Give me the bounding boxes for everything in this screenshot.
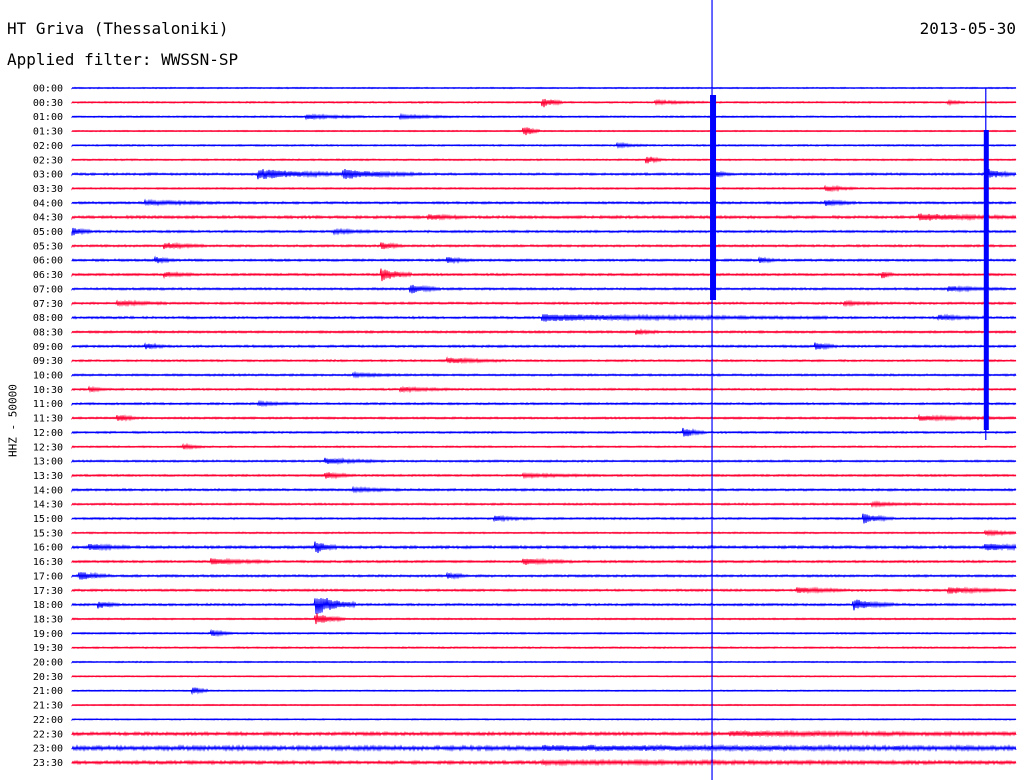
time-label: 11:30 <box>33 414 63 425</box>
time-label: 02:00 <box>33 141 63 152</box>
time-label: 05:30 <box>33 241 63 252</box>
event-spike <box>983 88 989 440</box>
trace-row <box>71 598 1017 614</box>
time-label: 08:30 <box>33 327 63 338</box>
time-label: 20:00 <box>33 658 63 669</box>
filter-label: Applied filter: WWSSN-SP <box>7 50 239 69</box>
time-label-group: 00:00 00:30 01:00 01:30 02:00 02:30 03:00 03:30… <box>33 84 63 769</box>
time-label: 15:30 <box>33 528 63 539</box>
time-label: 19:00 <box>33 629 63 640</box>
time-label: 14:30 <box>33 500 63 511</box>
time-label: 16:30 <box>33 557 63 568</box>
time-label: 15:00 <box>33 514 63 525</box>
time-label: 08:00 <box>33 313 63 324</box>
time-label: 07:00 <box>33 284 63 295</box>
time-label: 00:30 <box>33 98 63 109</box>
time-label: 02:30 <box>33 155 63 166</box>
time-label: 20:30 <box>33 672 63 683</box>
event-spike <box>710 0 717 780</box>
time-label: 07:30 <box>33 299 63 310</box>
time-label: 11:00 <box>33 399 63 410</box>
time-label: 06:00 <box>33 256 63 267</box>
time-label: 23:00 <box>33 744 63 755</box>
station-title: HT Griva (Thessaloniki) <box>7 19 229 38</box>
time-label: 18:00 <box>33 600 63 611</box>
time-label: 21:00 <box>33 686 63 697</box>
time-label: 00:00 <box>33 84 63 95</box>
time-label: 22:30 <box>33 729 63 740</box>
time-label: 13:30 <box>33 471 63 482</box>
time-label: 04:00 <box>33 198 63 209</box>
time-label: 14:00 <box>33 485 63 496</box>
time-label: 17:00 <box>33 571 63 582</box>
time-label: 12:30 <box>33 442 63 453</box>
time-label: 09:30 <box>33 356 63 367</box>
time-label: 09:00 <box>33 342 63 353</box>
time-label: 18:30 <box>33 614 63 625</box>
time-label: 03:30 <box>33 184 63 195</box>
time-label: 06:30 <box>33 270 63 281</box>
trace-row <box>71 98 1017 108</box>
time-label: 23:30 <box>33 758 63 769</box>
time-label: 21:30 <box>33 701 63 712</box>
time-label: 01:00 <box>33 112 63 123</box>
time-label: 05:00 <box>33 227 63 238</box>
time-label: 04:30 <box>33 213 63 224</box>
time-label: 16:00 <box>33 543 63 554</box>
time-label: 01:30 <box>33 127 63 138</box>
time-label: 17:30 <box>33 586 63 597</box>
trace-group <box>71 0 1017 780</box>
time-label: 03:00 <box>33 170 63 181</box>
time-label: 22:00 <box>33 715 63 726</box>
time-label: 10:00 <box>33 371 63 382</box>
time-label: 10:30 <box>33 385 63 396</box>
time-label: 12:00 <box>33 428 63 439</box>
date-label: 2013-05-30 <box>919 19 1016 38</box>
time-label: 19:30 <box>33 643 63 654</box>
time-label: 13:00 <box>33 457 63 468</box>
